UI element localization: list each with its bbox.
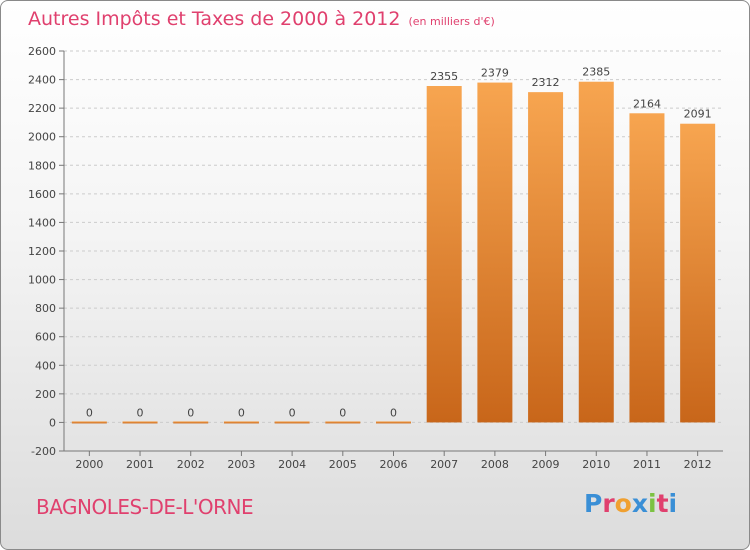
location-label: BAGNOLES-DE-L'ORNE <box>36 495 254 519</box>
logo-letter: x <box>631 489 648 518</box>
bar <box>680 123 716 423</box>
y-tick-label: 1000 <box>28 274 56 287</box>
data-label: 2379 <box>481 67 509 80</box>
bar <box>71 421 107 424</box>
data-label: 2091 <box>684 108 712 121</box>
y-tick-label: 400 <box>35 359 56 372</box>
bar <box>274 421 310 424</box>
logo-letter: i <box>668 489 678 518</box>
bar <box>629 113 665 423</box>
x-tick-label: 2011 <box>633 458 661 471</box>
x-tick-label: 2007 <box>430 458 458 471</box>
y-tick-label: 200 <box>35 388 56 401</box>
x-tick-label: 2000 <box>75 458 103 471</box>
data-label: 0 <box>289 406 296 419</box>
data-label: 0 <box>86 406 93 419</box>
data-label: 0 <box>238 406 245 419</box>
x-tick-label: 2008 <box>481 458 509 471</box>
x-tick-label: 2005 <box>329 458 357 471</box>
data-label: 2164 <box>633 97 661 110</box>
y-tick-label: 1600 <box>28 188 56 201</box>
y-tick-label: 1800 <box>28 159 56 172</box>
chart-title: Autres Impôts et Taxes de 2000 à 2012 (en… <box>28 8 495 30</box>
y-tick-label: 0 <box>49 416 56 429</box>
y-tick-label: 1400 <box>28 216 56 229</box>
logo-letter: o <box>614 489 632 518</box>
bar <box>325 421 361 424</box>
logo-letter: r <box>602 489 615 518</box>
logo-letter: i <box>648 489 657 518</box>
bar <box>122 421 158 424</box>
bar <box>173 421 209 424</box>
x-tick-label: 2012 <box>684 458 712 471</box>
x-tick-label: 2010 <box>582 458 610 471</box>
data-label: 0 <box>339 406 346 419</box>
logo-letter: t <box>656 489 669 518</box>
y-tick-label: 1200 <box>28 245 56 258</box>
data-label: 2385 <box>582 66 610 79</box>
y-tick-label: -200 <box>31 445 56 458</box>
logo-letter: P <box>584 489 603 518</box>
y-tick-label: 600 <box>35 331 56 344</box>
y-tick-label: 2000 <box>28 131 56 144</box>
x-tick-label: 2004 <box>278 458 306 471</box>
data-label: 2312 <box>532 76 560 89</box>
unit-label: (en milliers d'€) <box>408 15 495 28</box>
x-tick-label: 2003 <box>227 458 255 471</box>
data-label: 0 <box>390 406 397 419</box>
y-tick-label: 800 <box>35 302 56 315</box>
title-text: Autres Impôts et Taxes de 2000 à 2012 <box>28 8 401 30</box>
proxiti-logo: Proxiti <box>584 489 677 518</box>
bar <box>223 421 259 424</box>
x-tick-label: 2006 <box>380 458 408 471</box>
x-tick-label: 2001 <box>126 458 154 471</box>
bar <box>477 82 513 423</box>
y-tick-label: 2200 <box>28 102 56 115</box>
data-label: 2355 <box>430 70 458 83</box>
x-tick-label: 2009 <box>532 458 560 471</box>
data-label: 0 <box>187 406 194 419</box>
data-label: 0 <box>137 406 144 419</box>
y-tick-label: 2600 <box>28 45 56 58</box>
bar <box>376 421 411 424</box>
x-tick-label: 2002 <box>177 458 205 471</box>
bar <box>528 92 564 423</box>
bar <box>578 81 614 423</box>
y-tick-label: 2400 <box>28 74 56 87</box>
bar <box>426 86 462 423</box>
